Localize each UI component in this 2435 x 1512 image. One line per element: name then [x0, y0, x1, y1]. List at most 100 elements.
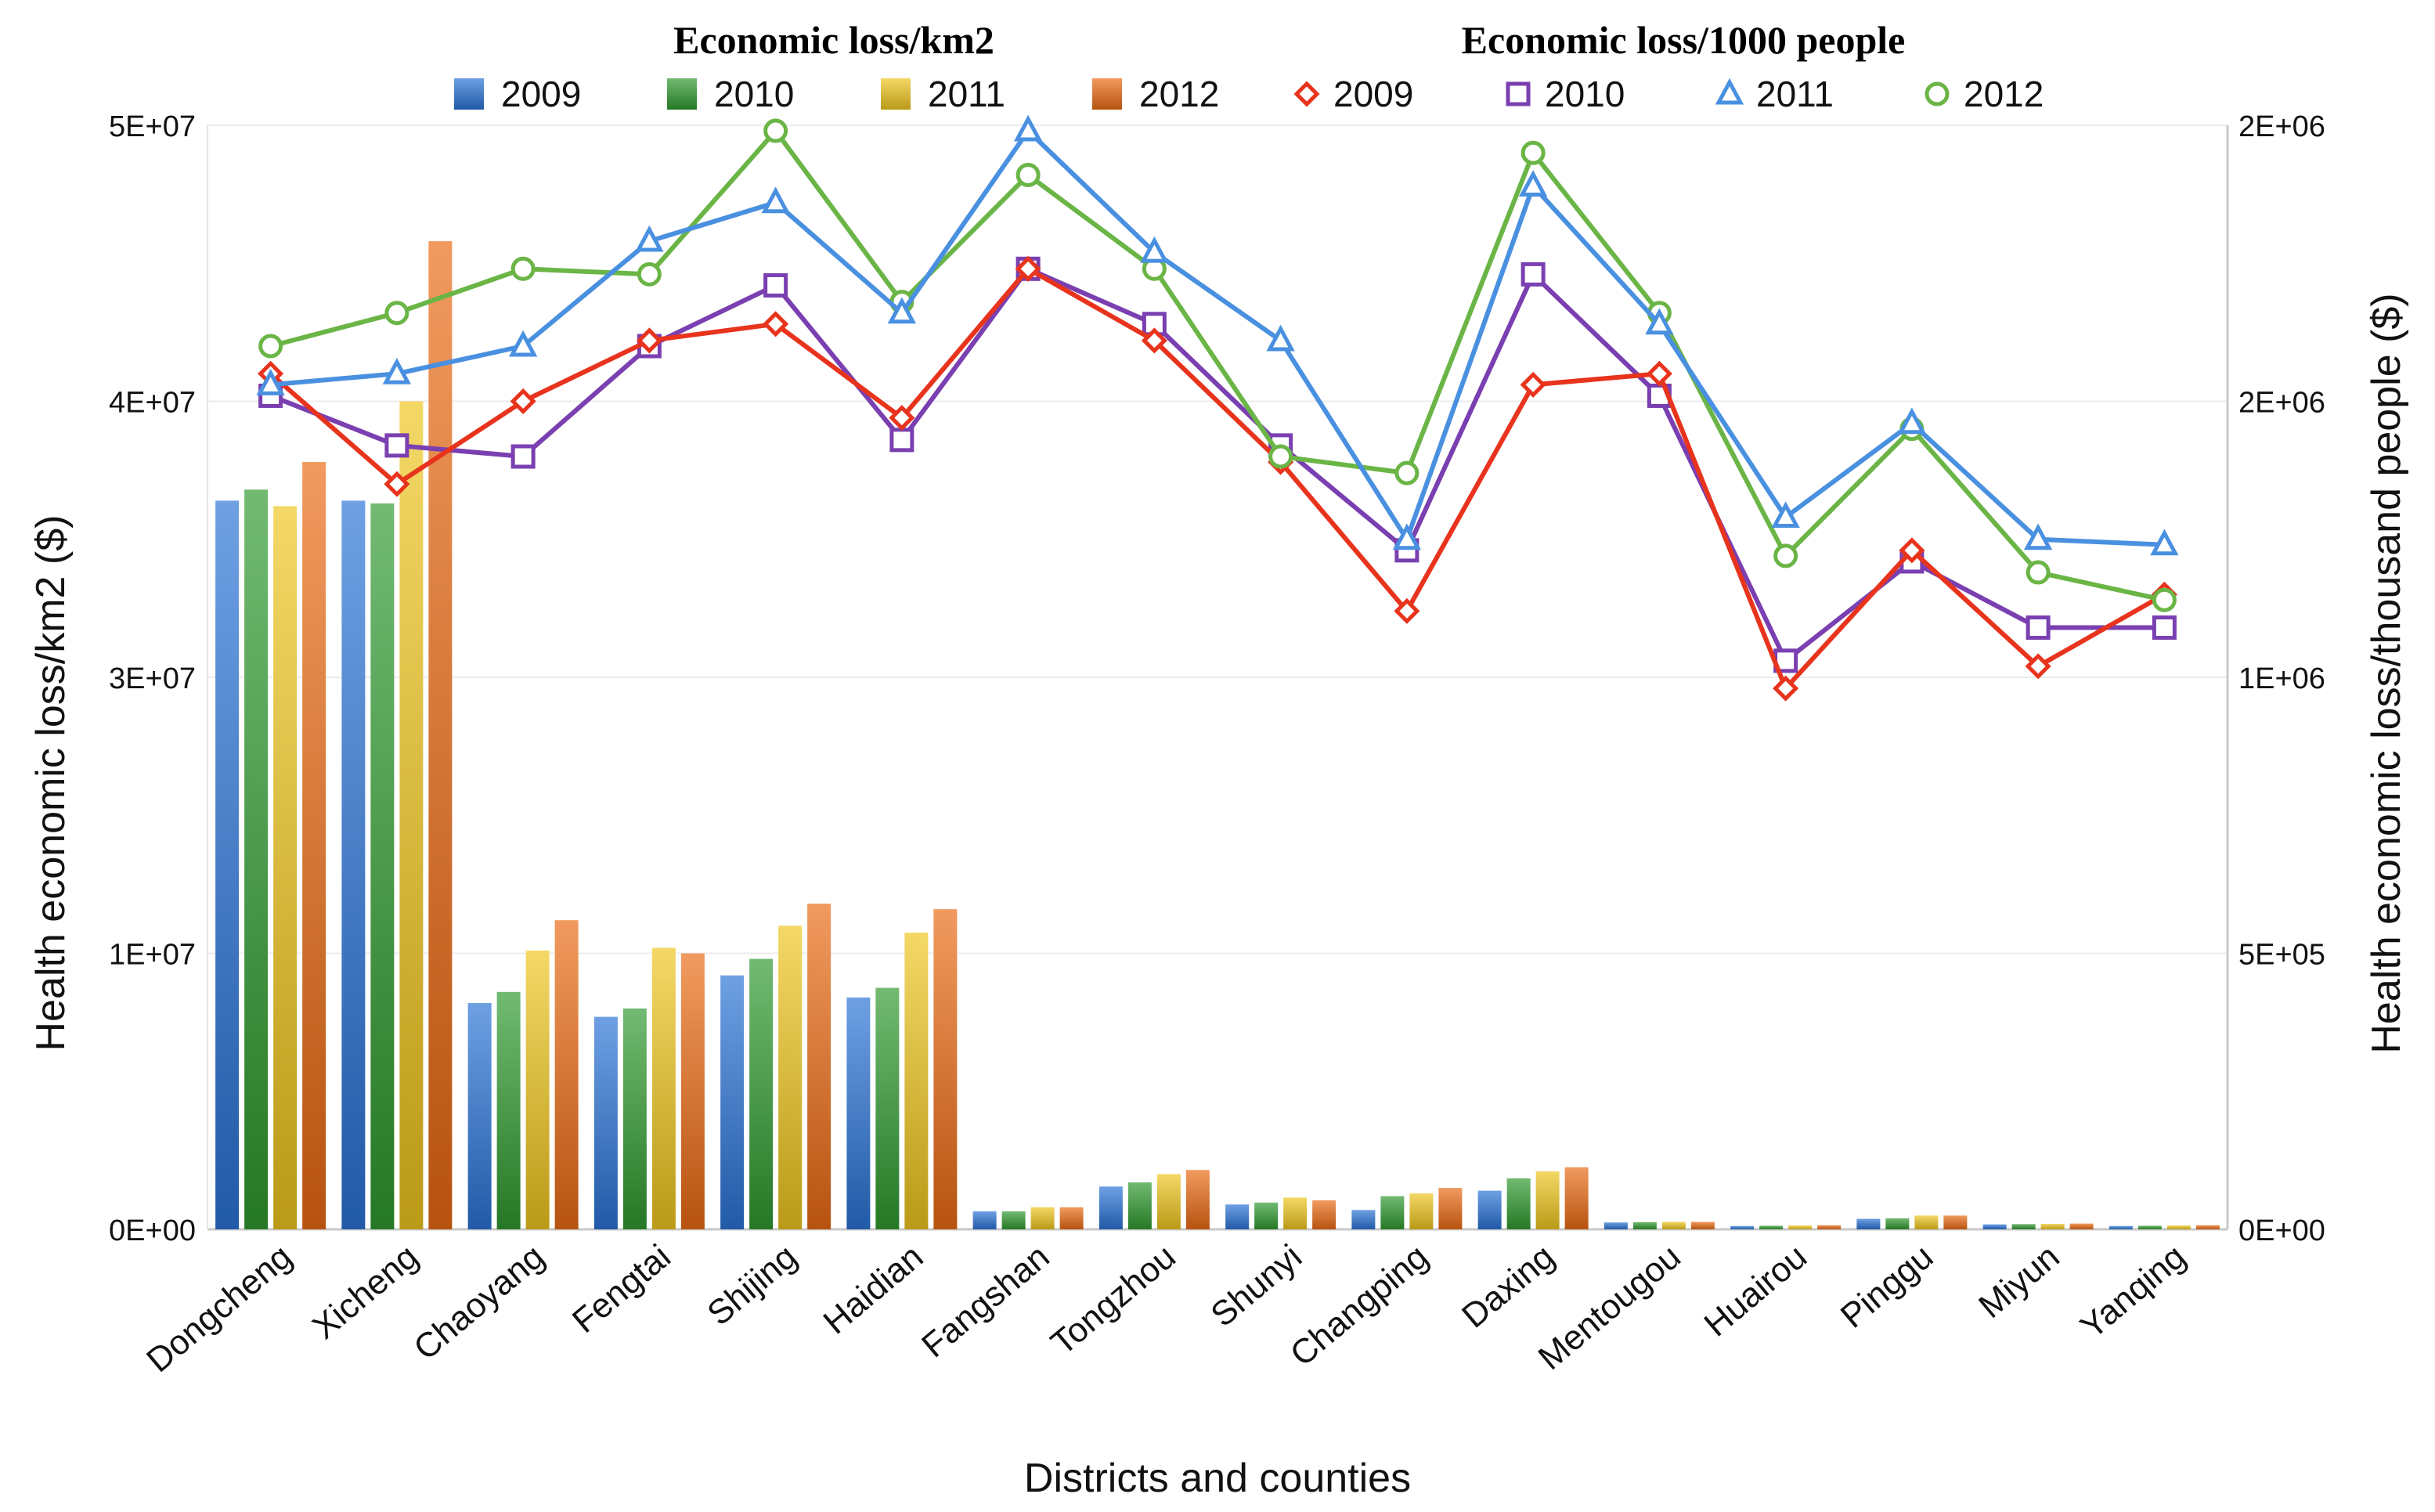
bar-2009-chaoyang: [467, 1002, 492, 1229]
legend: 2009 2010 2011 2012 2009 2010 2011 2012: [454, 74, 2044, 114]
left-axis-ticks: 0E+00 1E+07 3E+07 4E+07 5E+07: [109, 110, 196, 1247]
bar-2009-xicheng: [341, 500, 366, 1229]
point-2009-huairou: [1773, 675, 1799, 702]
legend-marker-line-2011: [1715, 78, 1744, 105]
point-2010-yanqing: [2152, 615, 2177, 641]
left-tick-label: 5E+07: [109, 110, 196, 143]
line-2010: [269, 266, 2165, 663]
x-tick-label: Tongzhou: [1044, 1237, 1183, 1362]
bar-2012-shijing: [807, 904, 832, 1229]
point-2011-changping: [1392, 523, 1422, 550]
legend-label-bar-2012: 2012: [1139, 74, 1219, 114]
bar-2009-yanqing: [2109, 1225, 2133, 1229]
right-tick-label: 0E+00: [2238, 1214, 2325, 1247]
bar-2012-haidian: [933, 909, 958, 1229]
legend-swatch-bar-2012: [1092, 78, 1122, 110]
y-axis-left-label: Health economic loss/km2 ($): [28, 515, 74, 1052]
bar-2010-yanqing: [2137, 1225, 2162, 1229]
point-2012-changping: [1394, 460, 1420, 485]
point-2011-miyun: [2023, 523, 2053, 550]
bar-2010-pinggu: [1885, 1218, 1910, 1229]
x-tick-label: Shunyi: [1203, 1237, 1309, 1334]
bar-2012-fangshan: [1059, 1207, 1084, 1229]
legend-marker-line-2010: [1506, 81, 1531, 106]
point-2010-daxing: [1521, 262, 1546, 287]
bar-2011-fengtai: [651, 947, 676, 1229]
bar-2009-shijing: [720, 975, 745, 1229]
point-2011-xicheng: [382, 357, 412, 384]
legend-swatch-bar-2010: [667, 78, 697, 110]
point-2011-huairou: [1771, 501, 1800, 529]
gridlines: [207, 124, 2228, 954]
bar-2012-yanqing: [2195, 1225, 2220, 1229]
legend-swatch-bar-2009: [454, 78, 484, 110]
x-tick-label: Chaoyang: [406, 1237, 551, 1367]
right-tick-label: 2E+06: [2238, 110, 2325, 143]
point-2010-miyun: [2026, 615, 2051, 641]
bar-2010-fengtai: [622, 1009, 647, 1229]
bar-2010-dongcheng: [244, 489, 269, 1229]
bar-2012-dongcheng: [302, 462, 326, 1229]
point-2010-shijing: [763, 272, 788, 298]
point-2010-xicheng: [384, 433, 409, 458]
left-tick-label: 4E+07: [109, 387, 196, 420]
legend-marker-line-2012: [1925, 81, 1950, 106]
bar-2012-chaoyang: [554, 920, 579, 1229]
x-tick-label: Pinggu: [1834, 1237, 1940, 1336]
bar-2011-xicheng: [399, 401, 424, 1229]
bar-2011-daxing: [1535, 1171, 1560, 1229]
point-2011-dongcheng: [256, 369, 285, 395]
bar-2012-fengtai: [680, 953, 705, 1229]
legend-label-bar-2011: 2011: [928, 74, 1005, 114]
bar-2009-shunyi: [1225, 1204, 1250, 1229]
point-2012-huairou: [1773, 543, 1798, 568]
bar-2011-changping: [1409, 1193, 1434, 1229]
legend-label-line-2012: 2012: [1964, 74, 2044, 114]
legend-label-line-2010: 2010: [1545, 74, 1625, 114]
point-2011-shunyi: [1266, 324, 1295, 352]
x-tick-label: Yanqing: [2073, 1237, 2193, 1346]
point-2009-daxing: [1520, 371, 1546, 398]
y-axis-right-label: Health economic loss/thousand people ($): [2364, 293, 2409, 1053]
bar-series-group: [215, 241, 2220, 1229]
bar-2009-fangshan: [972, 1211, 997, 1229]
bar-2010-tongzhou: [1127, 1182, 1152, 1229]
bar-2010-miyun: [2011, 1224, 2036, 1229]
line-2012: [269, 128, 2166, 603]
line-2011: [270, 128, 2165, 547]
bar-2010-mentougou: [1632, 1222, 1657, 1229]
bar-2012-mentougou: [1690, 1222, 1715, 1229]
point-2011-pinggu: [1897, 407, 1927, 435]
bar-2010-shijing: [749, 958, 774, 1229]
bar-2012-tongzhou: [1185, 1170, 1210, 1229]
bar-2009-tongzhou: [1098, 1186, 1123, 1229]
point-2012-dongcheng: [258, 334, 283, 359]
point-2011-chaoyang: [508, 330, 538, 357]
bar-2010-changping: [1380, 1196, 1405, 1229]
point-2011-mentougou: [1645, 308, 1674, 335]
right-tick-label: 5E+05: [2238, 939, 2325, 972]
bar-2010-chaoyang: [496, 991, 521, 1229]
bar-2009-mentougou: [1603, 1222, 1628, 1229]
legend-swatch-bar-2011: [881, 78, 911, 110]
point-2012-miyun: [2026, 560, 2051, 585]
point-2011-fangshan: [1013, 114, 1043, 142]
bar-2010-shunyi: [1254, 1202, 1279, 1229]
legend-title-lines: Economic loss/1000 people: [1462, 18, 1906, 62]
bar-2009-pinggu: [1856, 1218, 1881, 1229]
legend-label-bar-2010: 2010: [714, 74, 794, 114]
x-tick-label: Huairou: [1697, 1237, 1815, 1344]
point-2011-yanqing: [2150, 529, 2179, 556]
bar-2011-huairou: [1788, 1225, 1813, 1229]
point-2011-haidian: [887, 297, 917, 324]
bar-2009-dongcheng: [215, 500, 240, 1229]
bar-2009-daxing: [1477, 1190, 1502, 1229]
bar-2011-dongcheng: [273, 506, 298, 1229]
x-tick-label: Shijing: [700, 1237, 804, 1333]
bar-2009-huairou: [1730, 1225, 1755, 1229]
x-tick-label: Fangshan: [914, 1237, 1056, 1365]
bar-2009-miyun: [1982, 1224, 2007, 1229]
point-2011-daxing: [1518, 170, 1548, 197]
bar-2012-shunyi: [1312, 1200, 1337, 1229]
